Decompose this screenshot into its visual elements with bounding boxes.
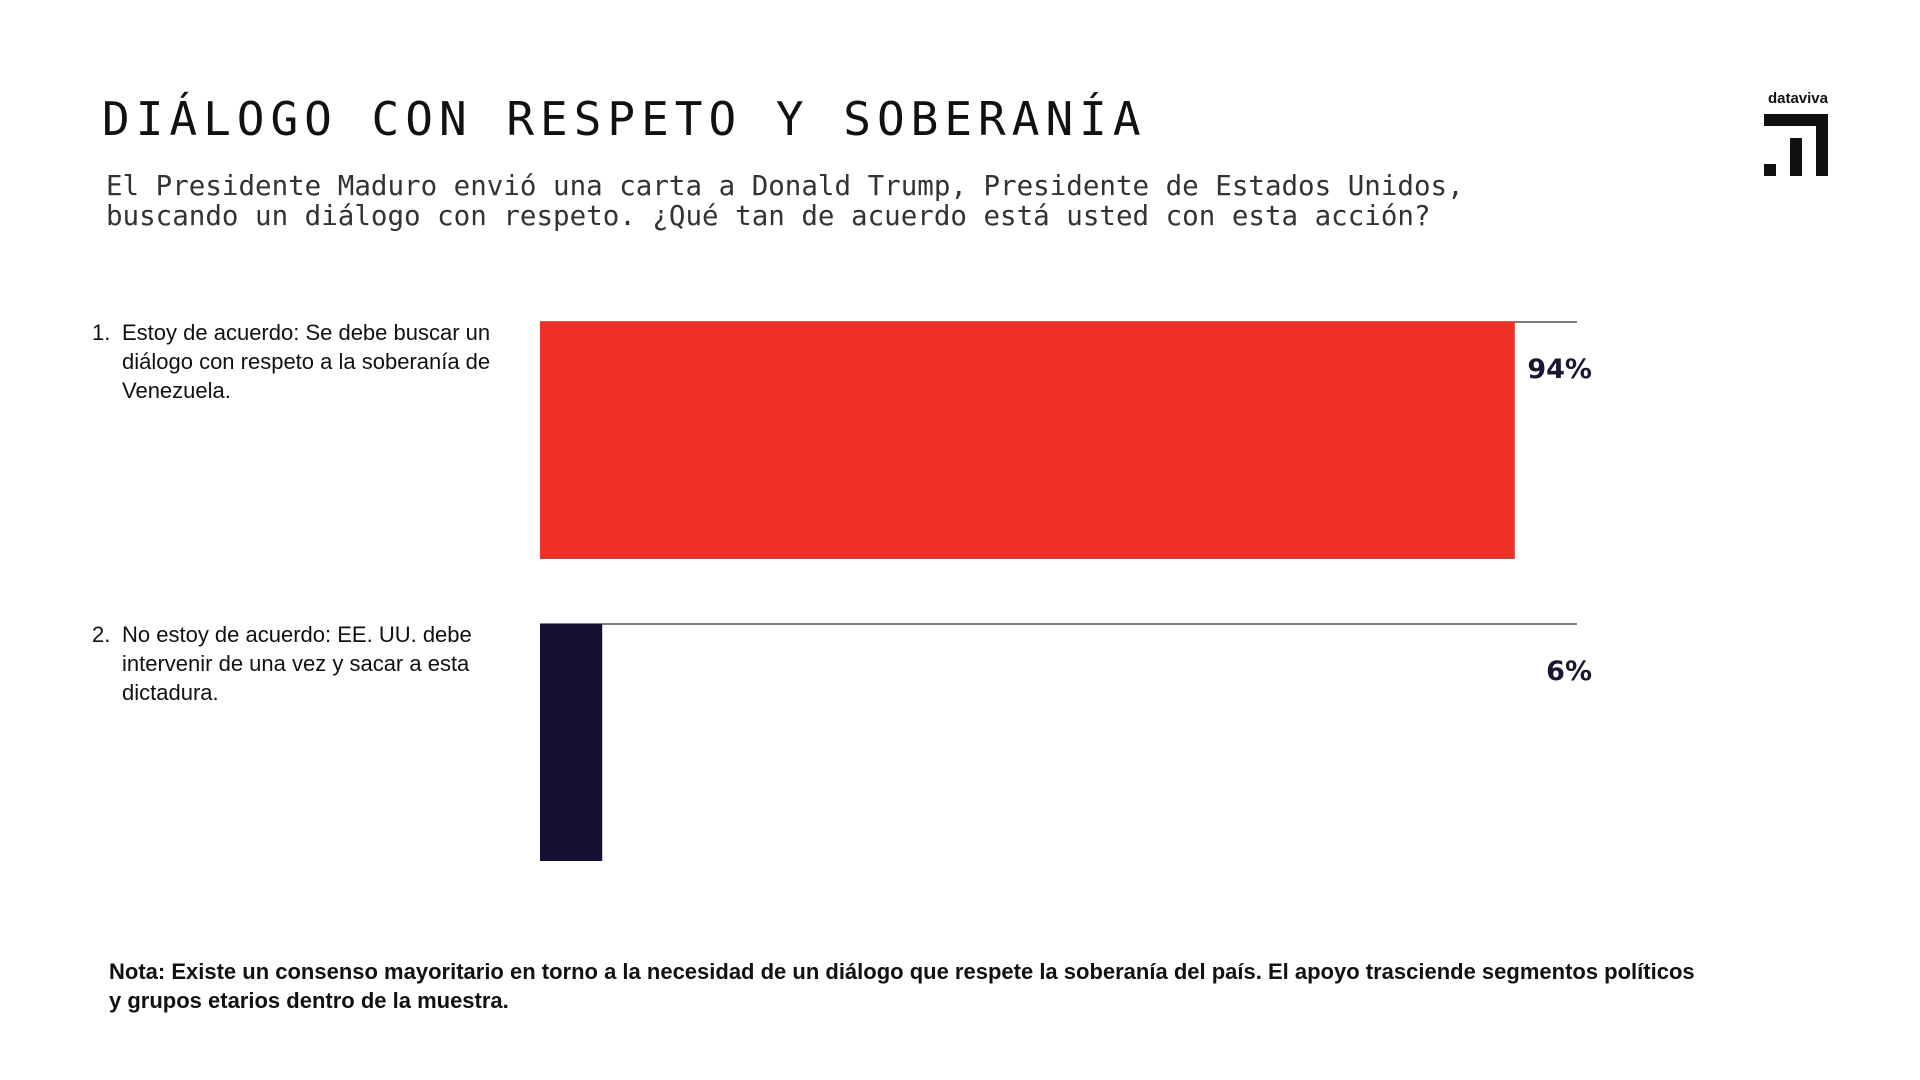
dataviva-logo: dataviva (1764, 90, 1834, 176)
bar-2 (540, 624, 603, 861)
category-number-2: 2. (92, 622, 111, 647)
bar-1 (540, 322, 1515, 559)
category-text-2: No estoy de acuerdo: EE. UU. debe interv… (122, 622, 472, 705)
category-label-1: 1. Estoy de acuerdo: Se debe buscar un d… (92, 318, 522, 405)
category-label-2: 2. No estoy de acuerdo: EE. UU. debe int… (92, 620, 522, 707)
brand-name: dataviva (1767, 90, 1828, 107)
chart-note: Nota: Existe un consenso mayoritario en … (109, 959, 1695, 1013)
subtitle-line-1: El Presidente Maduro envió una carta a D… (106, 170, 1464, 202)
subtitle-line-2: buscando un diálogo con respeto. ¿Qué ta… (106, 200, 1431, 232)
value-label-1: 94% (1527, 354, 1592, 385)
category-number-1: 1. (92, 320, 111, 345)
value-label-2: 6% (1546, 656, 1592, 687)
chart-title: DIÁLOGO CON RESPETO Y SOBERANÍA (102, 92, 1147, 146)
category-text-1: Estoy de acuerdo: Se debe buscar un diál… (122, 320, 491, 403)
chart-subtitle: El Presidente Maduro envió una carta a D… (106, 171, 1606, 231)
dataviva-logo-mark-icon (1764, 114, 1828, 176)
